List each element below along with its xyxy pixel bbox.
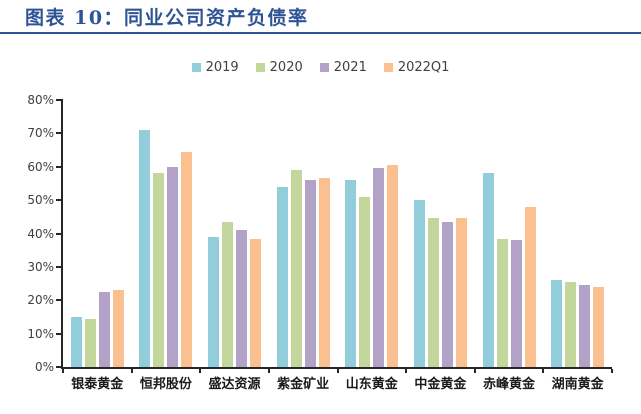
x-axis-label: 山东黄金: [345, 377, 398, 392]
y-tick-label: 20%: [27, 293, 54, 308]
bar-2020: [496, 238, 508, 367]
bar-2022Q1: [112, 290, 124, 367]
bar-2021: [98, 291, 110, 367]
legend-swatch: [255, 63, 265, 72]
bar-2020: [427, 218, 439, 367]
legend-label: 2019: [205, 60, 239, 75]
bar-2020: [290, 170, 302, 367]
bar-group: [338, 100, 407, 367]
bar-2022Q1: [318, 178, 330, 367]
legend-item: 2019: [191, 60, 239, 75]
bar-2022Q1: [524, 206, 536, 367]
y-tick-label: 50%: [27, 193, 54, 208]
x-axis-label: 紫金矿业: [277, 377, 330, 392]
title-underline-rule: [0, 32, 641, 34]
bar-2021: [579, 285, 591, 367]
bar-2021: [373, 168, 385, 367]
bar-2019: [345, 180, 357, 367]
bar-2021: [236, 230, 248, 367]
x-tick: [542, 369, 545, 373]
y-tick-label: 60%: [27, 159, 54, 174]
bar-2022Q1: [181, 151, 193, 367]
bar-2019: [482, 173, 494, 367]
chart-legend: 2019 2020 2021 2022Q1: [0, 60, 641, 75]
bar-2021: [167, 166, 179, 367]
x-axis-labels: 银泰黄金 恒邦股份 盛达资源 紫金矿业 山东黄金 中金黄金 赤峰黄金 湖南黄金: [63, 373, 612, 392]
x-axis-label: 湖南黄金: [551, 377, 604, 392]
y-tick: [56, 99, 61, 101]
x-axis-label: 银泰黄金: [71, 377, 124, 392]
y-tick: [56, 366, 61, 368]
legend-swatch: [383, 63, 393, 72]
y-tick: [56, 232, 61, 235]
bar-2020: [359, 196, 371, 367]
bar-2020: [565, 281, 577, 367]
bar-2019: [413, 200, 425, 367]
bar-2022Q1: [593, 286, 605, 367]
bar-2019: [276, 186, 288, 367]
bar-2022Q1: [455, 218, 467, 367]
x-axis-label: 盛达资源: [208, 377, 261, 392]
y-tick-label: 40%: [27, 226, 54, 241]
bar-2021: [304, 180, 316, 367]
y-tick-label: 80%: [27, 93, 54, 107]
legend-item: 2021: [319, 60, 367, 75]
x-axis-line: [61, 367, 612, 369]
bar-2021: [441, 221, 453, 367]
bar-2019: [208, 236, 220, 367]
legend-item: 2020: [255, 60, 303, 75]
y-tick: [56, 165, 61, 168]
legend-label: 2021: [333, 60, 367, 75]
x-tick: [405, 369, 408, 373]
y-tick: [56, 132, 61, 135]
page-title: 图表 10：同业公司资产负债率: [25, 7, 309, 29]
bar-2022Q1: [250, 238, 262, 367]
y-tick-label: 10%: [27, 326, 54, 341]
x-tick: [473, 369, 476, 373]
x-tick: [199, 369, 202, 373]
x-axis-label: 中金黄金: [414, 377, 467, 392]
x-tick: [130, 369, 133, 373]
x-tick: [611, 369, 613, 373]
plot-area: [63, 100, 612, 367]
x-axis-label: 恒邦股份: [139, 377, 192, 392]
y-tick: [56, 299, 61, 302]
x-axis-label: 赤峰黄金: [483, 377, 536, 392]
bar-group: [132, 100, 201, 367]
bar-2020: [222, 221, 234, 367]
bar-group: [200, 100, 269, 367]
bar-group: [63, 100, 132, 367]
bar-2019: [551, 280, 563, 367]
y-tick: [56, 265, 61, 268]
legend-swatch: [191, 63, 201, 72]
y-axis-line: [61, 99, 63, 369]
y-tick: [56, 332, 61, 335]
bar-2022Q1: [387, 165, 399, 367]
x-tick: [336, 369, 339, 373]
bar-2019: [70, 316, 82, 367]
bar-2020: [84, 318, 96, 367]
bar-group: [406, 100, 475, 367]
bar-2021: [510, 240, 522, 367]
legend-item: 2022Q1: [383, 60, 450, 75]
y-tick-label: 70%: [27, 126, 54, 141]
bar-group: [269, 100, 338, 367]
legend-label: 2020: [269, 60, 303, 75]
legend-label: 2022Q1: [397, 60, 450, 75]
y-tick-label: 0%: [34, 360, 54, 374]
bar-2019: [139, 130, 151, 367]
bar-group: [475, 100, 544, 367]
x-tick: [267, 369, 270, 373]
legend-swatch: [319, 63, 329, 72]
y-tick: [56, 199, 61, 202]
bar-2020: [153, 173, 165, 367]
bar-group: [543, 100, 612, 367]
x-tick: [62, 369, 64, 373]
y-tick-label: 30%: [27, 259, 54, 274]
